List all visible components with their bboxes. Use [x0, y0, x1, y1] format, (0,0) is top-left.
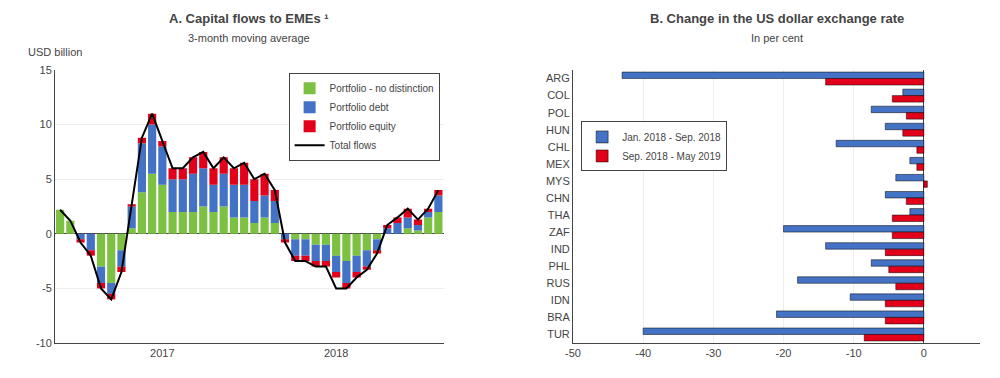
svg-text:2017: 2017 — [150, 347, 174, 359]
svg-text:THA: THA — [548, 209, 571, 221]
svg-text:Portfolio debt: Portfolio debt — [330, 102, 389, 113]
svg-text:-40: -40 — [635, 347, 651, 359]
svg-text:A. Capital flows to EMEs ¹: A. Capital flows to EMEs ¹ — [169, 11, 329, 26]
svg-text:MEX: MEX — [546, 158, 571, 170]
svg-text:PHL: PHL — [548, 260, 569, 272]
svg-text:B. Change in the US dollar exc: B. Change in the US dollar exchange rate — [650, 11, 904, 26]
svg-text:CHL: CHL — [548, 141, 570, 153]
svg-text:In per cent: In per cent — [751, 32, 803, 44]
svg-text:0: 0 — [46, 228, 52, 240]
svg-text:-10: -10 — [846, 347, 862, 359]
svg-text:TUR: TUR — [547, 328, 570, 340]
svg-text:Sep. 2018 - May 2019: Sep. 2018 - May 2019 — [622, 151, 721, 162]
svg-text:POL: POL — [548, 107, 570, 119]
svg-text:COL: COL — [547, 89, 570, 101]
svg-text:Portfolio - no distinction: Portfolio - no distinction — [330, 83, 434, 94]
svg-text:USD billion: USD billion — [28, 46, 82, 58]
svg-text:IDN: IDN — [551, 294, 570, 306]
svg-text:2018: 2018 — [324, 347, 348, 359]
svg-text:HUN: HUN — [546, 124, 570, 136]
svg-text:RUS: RUS — [547, 277, 570, 289]
svg-text:-30: -30 — [705, 347, 721, 359]
svg-text:BRA: BRA — [547, 311, 570, 323]
svg-text:Portfolio equity: Portfolio equity — [330, 121, 396, 132]
svg-text:-5: -5 — [42, 282, 52, 294]
svg-text:ZAF: ZAF — [549, 226, 570, 238]
svg-text:3-month moving average: 3-month moving average — [188, 32, 310, 44]
svg-text:ARG: ARG — [546, 72, 570, 84]
svg-text:CHN: CHN — [546, 192, 570, 204]
svg-text:0: 0 — [921, 347, 927, 359]
svg-text:15: 15 — [40, 64, 52, 76]
svg-text:10: 10 — [40, 118, 52, 130]
svg-text:-50: -50 — [565, 347, 581, 359]
svg-text:IND: IND — [551, 243, 570, 255]
svg-text:Total flows: Total flows — [330, 140, 377, 151]
svg-text:-10: -10 — [36, 337, 52, 349]
svg-text:Jan. 2018 - Sep. 2018: Jan. 2018 - Sep. 2018 — [622, 132, 721, 143]
svg-text:MYS: MYS — [546, 175, 570, 187]
svg-text:-20: -20 — [776, 347, 792, 359]
svg-text:5: 5 — [46, 173, 52, 185]
